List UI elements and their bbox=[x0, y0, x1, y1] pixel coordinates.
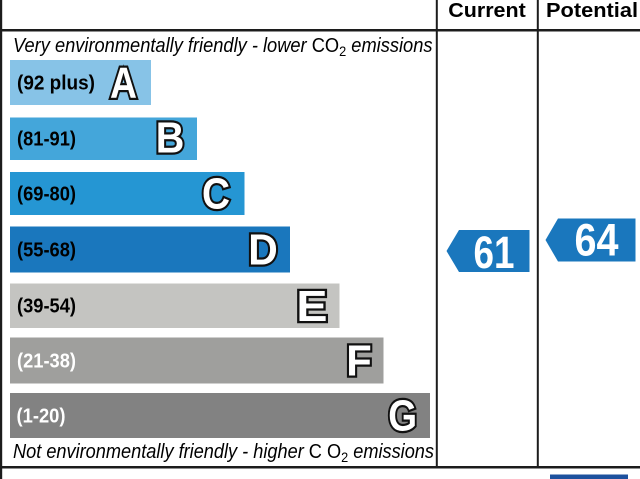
svg-text:Very environmentally friendly: Very environmentally friendly - lower CO… bbox=[13, 35, 433, 59]
svg-text:Current: Current bbox=[448, 0, 526, 22]
svg-text:E: E bbox=[296, 282, 327, 331]
svg-text:(69-80): (69-80) bbox=[17, 183, 76, 205]
svg-text:61: 61 bbox=[474, 227, 515, 278]
svg-text:A: A bbox=[110, 59, 137, 108]
svg-text:(55-68): (55-68) bbox=[17, 239, 76, 261]
svg-text:64: 64 bbox=[575, 215, 619, 266]
svg-text:(39-54): (39-54) bbox=[17, 296, 76, 318]
svg-text:(92 plus): (92 plus) bbox=[17, 72, 95, 94]
svg-text:Not environmentally friendly -: Not environmentally friendly - higher C … bbox=[13, 441, 434, 465]
svg-text:Potential: Potential bbox=[546, 0, 638, 22]
svg-text:C: C bbox=[202, 170, 230, 219]
svg-text:D: D bbox=[248, 226, 278, 275]
svg-text:(21-38): (21-38) bbox=[17, 350, 76, 372]
svg-text:G: G bbox=[388, 392, 417, 441]
svg-text:F: F bbox=[346, 337, 372, 386]
svg-text:B: B bbox=[156, 114, 185, 163]
svg-text:(1-20): (1-20) bbox=[17, 405, 66, 427]
svg-text:(81-91): (81-91) bbox=[17, 129, 76, 151]
